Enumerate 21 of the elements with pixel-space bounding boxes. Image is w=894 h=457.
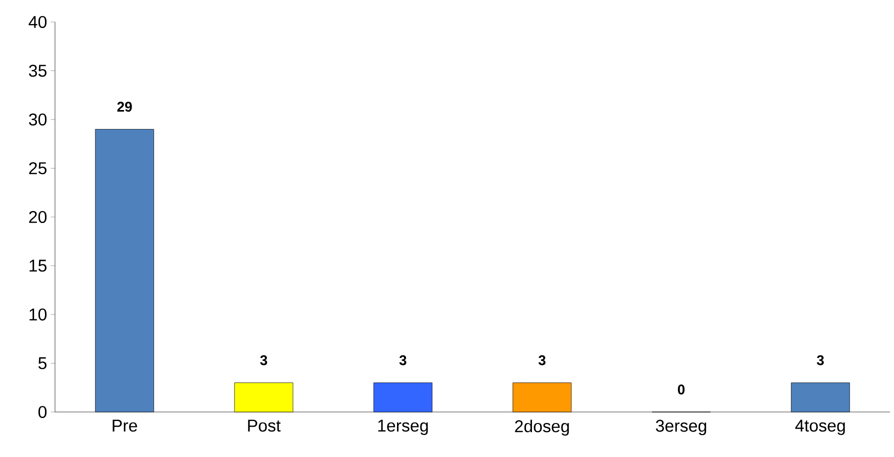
- x-tick-label: 2doseg: [515, 420, 569, 436]
- y-tick-label: 30: [28, 113, 47, 126]
- y-tick-label: 15: [30, 260, 46, 272]
- x-tick-label: 1erseg: [378, 420, 428, 436]
- data-label: 3: [538, 355, 546, 366]
- y-tick-label: 20: [29, 210, 47, 224]
- y-tick-label: 35: [28, 64, 46, 77]
- y-tick-label: 10: [30, 308, 47, 321]
- x-tick-label: Post: [248, 420, 281, 432]
- x-tick-label: 4toseg: [795, 420, 845, 436]
- data-label: 3: [816, 355, 824, 366]
- data-label: 3: [399, 355, 406, 366]
- y-tick-label: 5: [38, 357, 46, 370]
- y-tick-label: 0: [38, 406, 47, 418]
- data-label: 29: [117, 102, 132, 112]
- x-tick-label: Pre: [112, 420, 138, 432]
- data-label: 3: [260, 355, 268, 366]
- y-tick-label: 40: [28, 16, 47, 28]
- x-tick-label: 3erseg: [656, 420, 706, 436]
- y-tick-label: 25: [29, 162, 46, 174]
- data-label: 0: [678, 384, 685, 394]
